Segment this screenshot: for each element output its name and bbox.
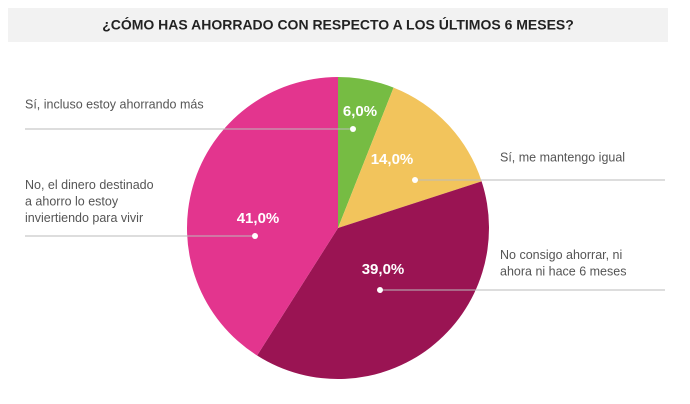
pie-slice [186,76,338,356]
category-label: No consigo ahorrar, ni ahora ni hace 6 me… [500,248,626,279]
value-label: 14,0% [371,151,414,168]
title-bar [8,8,668,42]
pie-slice [338,87,482,228]
pie-slice [257,181,489,380]
value-label: 39,0% [362,261,405,278]
leader-dot [377,287,383,293]
chart-title: ¿CÓMO HAS AHORRADO CON RESPECTO A LOS ÚL… [102,16,574,33]
category-label: Sí, incluso estoy ahorrando más [25,97,204,111]
value-label: 41,0% [237,210,280,227]
leader-dot [252,233,258,239]
category-label: Sí, me mantengo igual [500,150,625,164]
category-label: No, el dinero destinado a ahorro lo estoy… [25,178,154,225]
pie-slice [338,77,394,228]
leader-dot [350,126,356,132]
leader-dot [412,177,418,183]
value-label: 6,0% [343,103,377,120]
